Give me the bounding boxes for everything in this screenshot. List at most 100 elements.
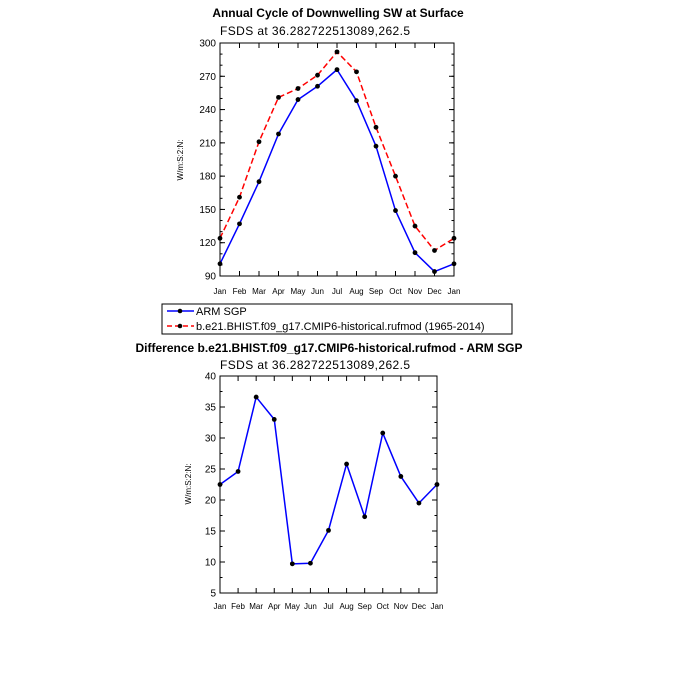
data-point-series-1 <box>451 235 457 241</box>
x-tick-label: Jul <box>323 602 333 611</box>
data-point-series-0 <box>253 394 259 400</box>
series-line-0 <box>219 68 455 273</box>
data-point-series-0 <box>344 461 349 467</box>
data-point-series-0 <box>235 469 241 474</box>
plot-frame <box>219 42 455 277</box>
series-line-1 <box>219 51 455 252</box>
data-point-series-1 <box>412 223 418 229</box>
chart-subtitle: FSDS at 36.282722513089,262.5 <box>220 358 410 372</box>
data-point-series-1 <box>354 69 359 75</box>
y-axis-ticks: 5 10 15 20 25 30 35 40 <box>205 372 437 600</box>
x-tick-label: Jul <box>332 287 342 296</box>
x-tick-label: Dec <box>412 602 426 611</box>
data-point-series-0 <box>217 261 223 267</box>
x-tick-label: Aug <box>339 602 353 611</box>
y-tick-label: 10 <box>205 558 217 569</box>
y-tick-label: 25 <box>205 465 217 476</box>
x-tick-label: Jan <box>448 287 461 296</box>
x-tick-label: Feb <box>233 287 247 296</box>
x-tick-label: Nov <box>394 602 408 611</box>
plot-frame <box>219 375 438 594</box>
data-point-series-0 <box>289 561 295 567</box>
x-tick-label: Apr <box>268 602 281 611</box>
x-axis-ticks: Jan Feb Mar Apr May Jun Jul Aug Sep Oct Nov Dec Jan <box>214 43 461 296</box>
x-axis-ticks: Jan Feb Mar Apr May Jun Jul Aug Sep Oct Nov Dec Jan <box>214 376 444 611</box>
x-tick-label: Aug <box>349 287 363 296</box>
y-axis-ticks: 90 120 150 180 210 240 270 300 <box>199 39 454 283</box>
series-line-0 <box>219 396 438 565</box>
data-point-series-0 <box>326 527 331 533</box>
x-tick-label: Mar <box>249 602 263 611</box>
data-point-series-0 <box>362 514 368 520</box>
y-tick-label: 300 <box>199 39 216 50</box>
data-point-series-0 <box>416 500 422 506</box>
data-point-series-0 <box>451 261 457 267</box>
x-tick-label: Jun <box>311 287 324 296</box>
y-tick-label: 150 <box>199 205 216 216</box>
data-point-series-0 <box>393 208 398 213</box>
data-point-series-0 <box>237 221 242 227</box>
x-tick-label: Nov <box>408 287 422 296</box>
data-point-series-1 <box>334 49 340 55</box>
chart-subtitle: FSDS at 36.282722513089,262.5 <box>220 24 410 38</box>
data-point-series-1 <box>393 173 398 179</box>
legend-label-arm-sgp: ARM SGP <box>196 306 247 318</box>
y-tick-label: 270 <box>199 72 216 83</box>
legend-marker-model <box>177 323 183 329</box>
data-point-series-0 <box>434 482 440 487</box>
x-tick-label: Dec <box>427 287 441 296</box>
data-point-series-0 <box>276 131 281 137</box>
difference-panel: Difference b.e21.BHIST.f09_g17.CMIP6-his… <box>136 341 523 611</box>
y-tick-label: 90 <box>205 272 217 283</box>
x-tick-label: May <box>285 602 300 611</box>
data-point-series-0 <box>217 482 223 487</box>
data-point-series-1 <box>315 72 320 78</box>
legend-box <box>161 303 513 335</box>
x-tick-label: Jan <box>214 287 227 296</box>
y-tick-label: 240 <box>199 105 216 116</box>
series-layer <box>217 394 440 567</box>
y-tick-label: 30 <box>205 434 217 445</box>
data-point-series-0 <box>308 560 313 566</box>
x-tick-label: Jan <box>214 602 227 611</box>
data-point-series-0 <box>334 67 340 73</box>
data-point-series-0 <box>398 474 404 479</box>
y-tick-label: 210 <box>199 138 216 149</box>
x-tick-label: Sep <box>358 602 373 611</box>
data-point-series-0 <box>412 250 418 256</box>
x-tick-label: Feb <box>231 602 245 611</box>
chart-title: Difference b.e21.BHIST.f09_g17.CMIP6-his… <box>136 341 523 355</box>
y-tick-label: 35 <box>205 403 217 414</box>
data-point-series-0 <box>380 430 386 436</box>
x-tick-label: Jan <box>431 602 444 611</box>
x-tick-label: May <box>290 287 305 296</box>
data-point-series-1 <box>256 139 262 145</box>
data-point-series-1 <box>217 235 223 241</box>
x-tick-label: Apr <box>272 287 285 296</box>
data-point-series-0 <box>295 97 301 102</box>
data-point-series-0 <box>373 143 379 149</box>
data-point-series-0 <box>256 179 262 185</box>
y-axis-label: W/m:S:2:N: <box>176 140 185 181</box>
x-tick-label: Jun <box>304 602 317 611</box>
data-point-series-1 <box>432 248 437 253</box>
y-tick-label: 180 <box>199 172 216 183</box>
y-axis-label: W/m:S:2:N: <box>184 464 193 505</box>
data-point-series-0 <box>354 98 359 104</box>
legend-marker-arm-sgp <box>177 308 183 314</box>
data-point-series-0 <box>271 417 277 422</box>
legend-label-model: b.e21.BHIST.f09_g17.CMIP6-historical.ruf… <box>196 321 485 333</box>
y-tick-label: 20 <box>205 496 217 507</box>
data-point-series-1 <box>276 94 281 100</box>
data-point-series-1 <box>373 124 379 130</box>
x-tick-label: Mar <box>252 287 266 296</box>
x-tick-label: Oct <box>389 287 402 296</box>
chart-title: Annual Cycle of Downwelling SW at Surfac… <box>212 6 464 20</box>
y-tick-label: 120 <box>199 238 216 249</box>
x-tick-label: Oct <box>377 602 390 611</box>
data-point-series-1 <box>295 86 301 91</box>
y-tick-label: 40 <box>205 372 217 383</box>
data-point-series-0 <box>315 83 320 89</box>
legend: ARM SGP b.e21.BHIST.f09_g17.CMIP6-histor… <box>161 303 513 335</box>
